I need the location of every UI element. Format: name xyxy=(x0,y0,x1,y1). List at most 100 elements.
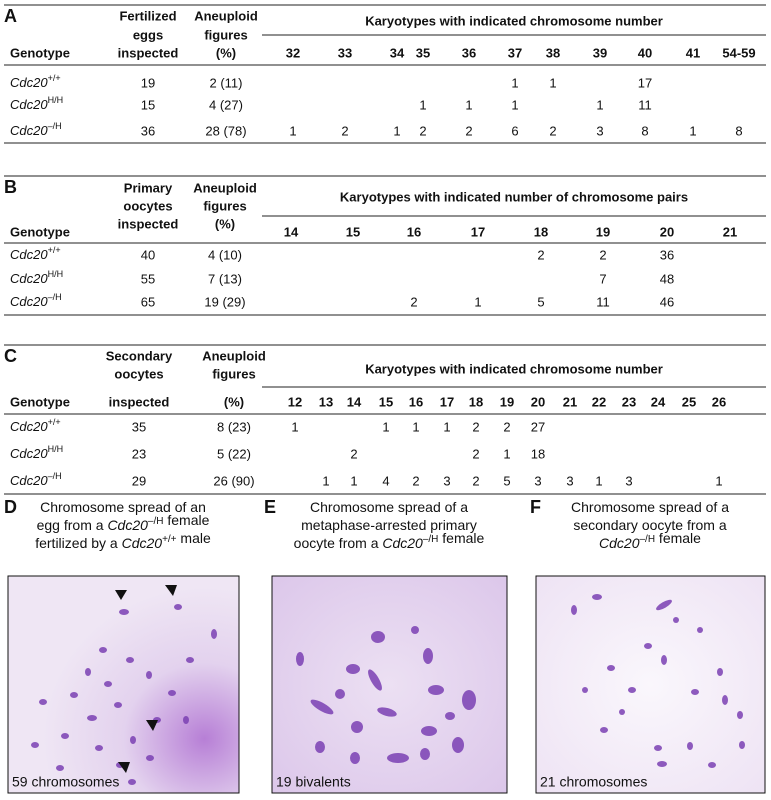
panel-letter: F xyxy=(530,497,541,517)
karyotype-count: 1 xyxy=(412,419,419,434)
aneuploid-figures: 5 (22) xyxy=(217,446,251,461)
allele: –/H xyxy=(48,292,62,302)
karyotype-column: 18 xyxy=(534,224,548,239)
gene-name: Cdc20 xyxy=(107,517,148,533)
column-header: Secondary xyxy=(106,348,173,363)
karyotype-column: 26 xyxy=(712,394,726,409)
caption-line: Chromosome spread of an xyxy=(40,499,206,515)
karyotype-count: 1 xyxy=(689,123,696,138)
gene-name: Cdc20 xyxy=(10,473,48,488)
karyotype-count: 2 xyxy=(419,123,426,138)
karyotype-column: 14 xyxy=(284,224,299,239)
allele: H/H xyxy=(48,444,64,454)
karyotype-count: 8 xyxy=(641,123,648,138)
karyotype-count: 1 xyxy=(596,97,603,112)
aneuploid-figures: 19 (29) xyxy=(204,294,245,309)
allele: +/+ xyxy=(48,245,61,255)
inspected-count: 35 xyxy=(132,419,146,434)
karyotype-column: 40 xyxy=(638,45,652,60)
gene-name: Cdc20 xyxy=(10,123,48,138)
karyotype-count: 3 xyxy=(596,123,603,138)
caption-text: oocyte from a xyxy=(294,535,383,551)
caption-text: secondary oocyte from a xyxy=(573,517,727,533)
karyotype-count: 2 xyxy=(465,123,472,138)
karyotype-column: 25 xyxy=(682,394,696,409)
inspected-count: 15 xyxy=(141,97,155,112)
gene-name: Cdc20 xyxy=(10,446,48,461)
column-header: figures xyxy=(203,198,246,213)
caption-text: female xyxy=(438,530,484,546)
caption-line: metaphase-arrested primary xyxy=(301,517,477,533)
column-header: oocytes xyxy=(123,198,172,213)
caption-line: fertilized by a Cdc20+/+ male xyxy=(35,530,211,551)
caption-text: female xyxy=(163,512,209,528)
bivalents xyxy=(296,626,476,764)
karyotype-count: 3 xyxy=(534,473,541,488)
karyotype-column: 34 xyxy=(390,45,405,60)
caption-text: female xyxy=(655,530,701,546)
karyotype-count: 36 xyxy=(660,247,674,262)
karyotype-count: 1 xyxy=(382,419,389,434)
karyotype-count: 1 xyxy=(393,123,400,138)
inspected-count: 65 xyxy=(141,294,155,309)
caption-text: fertilized by a xyxy=(35,535,121,551)
karyotype-count: 1 xyxy=(289,123,296,138)
karyotype-count: 27 xyxy=(531,419,545,434)
image-frame xyxy=(7,575,240,794)
inspected-count: 40 xyxy=(141,247,155,262)
image-label: 21 chromosomes xyxy=(540,774,647,790)
aneuploid-figures: 7 (13) xyxy=(208,271,242,286)
panel-letter: A xyxy=(4,6,17,26)
column-header: Primary xyxy=(124,180,173,195)
column-header: (%) xyxy=(224,394,244,409)
chromosomes xyxy=(571,594,745,768)
inspected-count: 29 xyxy=(132,473,146,488)
karyotype-count: 8 xyxy=(735,123,742,138)
karyotype-header: Karyotypes with indicated number of chro… xyxy=(340,189,688,204)
caption-text: Chromosome spread of a xyxy=(571,499,729,515)
caption-text: egg from a xyxy=(37,517,108,533)
arrowheads xyxy=(115,585,177,773)
gene-name: Cdc20 xyxy=(10,75,48,90)
karyotype-count: 3 xyxy=(443,473,450,488)
karyotype-count: 6 xyxy=(511,123,518,138)
karyotype-count: 2 xyxy=(412,473,419,488)
karyotype-column: 36 xyxy=(462,45,476,60)
caption-line: Chromosome spread of a xyxy=(310,499,468,515)
karyotype-header: Karyotypes with indicated chromosome num… xyxy=(365,361,663,376)
table-panel: B Genotype Primary oocytes inspected Aneuploi… xyxy=(4,175,766,316)
karyotype-count: 3 xyxy=(625,473,632,488)
karyotype-count: 2 xyxy=(472,446,479,461)
karyotype-column: 21 xyxy=(563,394,577,409)
karyotype-column: 37 xyxy=(508,45,522,60)
karyotype-count: 2 xyxy=(472,473,479,488)
genotype: Cdc20+/+ xyxy=(10,245,61,262)
caption-line: egg from a Cdc20–/H female xyxy=(37,512,210,533)
karyotype-column: 20 xyxy=(660,224,674,239)
caption-line: Cdc20–/H female xyxy=(599,530,701,551)
caption-text: Chromosome spread of an xyxy=(40,499,206,515)
column-header: eggs xyxy=(133,27,163,42)
karyotype-column: 39 xyxy=(593,45,607,60)
column-header: inspected xyxy=(109,394,170,409)
panel-letter: C xyxy=(4,346,17,366)
karyotype-count: 1 xyxy=(474,294,481,309)
karyotype-count: 1 xyxy=(503,446,510,461)
column-header: Aneuploid xyxy=(202,348,266,363)
allele: H/H xyxy=(48,95,64,105)
image-panel: F Chromosome spread of a secondary oocyte … xyxy=(530,497,729,790)
gene-name: Cdc20 xyxy=(599,535,640,551)
karyotype-count: 2 xyxy=(472,419,479,434)
karyotype-count: 46 xyxy=(660,294,674,309)
karyotype-column: 20 xyxy=(531,394,545,409)
karyotype-count: 17 xyxy=(638,75,652,90)
karyotype-column: 24 xyxy=(651,394,666,409)
karyotype-column: 38 xyxy=(546,45,560,60)
panel-letter: E xyxy=(264,497,276,517)
gene-name: Cdc20 xyxy=(122,535,163,551)
column-header: inspected xyxy=(118,45,179,60)
image-frame xyxy=(535,575,766,794)
column-header: Genotype xyxy=(10,394,70,409)
karyotype-count: 48 xyxy=(660,271,674,286)
